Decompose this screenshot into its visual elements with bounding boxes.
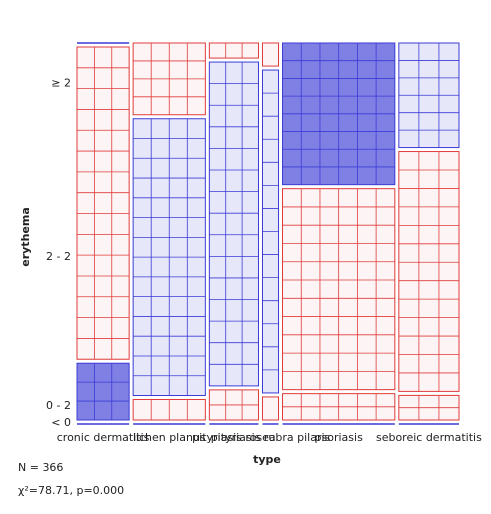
y-tick-label: 2 - 2 [46, 250, 71, 263]
x-tick-label: seboreic dermatitis [376, 431, 482, 444]
x-tick-label: pityriasis rubra pilaris [211, 431, 331, 444]
sample-size: N = 366 [18, 461, 64, 474]
y-tick-label: 0 - 2 [46, 399, 71, 412]
y-tick-labels: < 0 0 - 2 2 - 2 ≥ 2 [46, 76, 71, 429]
y-tick-label: ≥ 2 [51, 76, 71, 89]
mosaic-cell [261, 42, 280, 67]
mosaic-cell [76, 46, 130, 360]
x-tick-label: pityriasis rosea [192, 431, 275, 444]
mosaic-cell [208, 42, 259, 59]
mosaic-cells [76, 42, 460, 425]
chi-square-stat: χ²=78.71, p=0.000 [18, 484, 125, 497]
x-tick-label: lichen planus [133, 431, 206, 444]
y-axis-title: erythema [19, 207, 32, 267]
y-tick-label: < 0 [51, 416, 71, 429]
x-axis-title: type [253, 453, 281, 466]
mosaic-cell [261, 396, 280, 421]
mosaic-cell [76, 362, 130, 421]
mosaic-cell [398, 151, 460, 392]
mosaic-cell [208, 61, 259, 387]
x-tick-label: cronic dermatitis [57, 431, 150, 444]
x-tick-label: psoriasis [315, 431, 364, 444]
